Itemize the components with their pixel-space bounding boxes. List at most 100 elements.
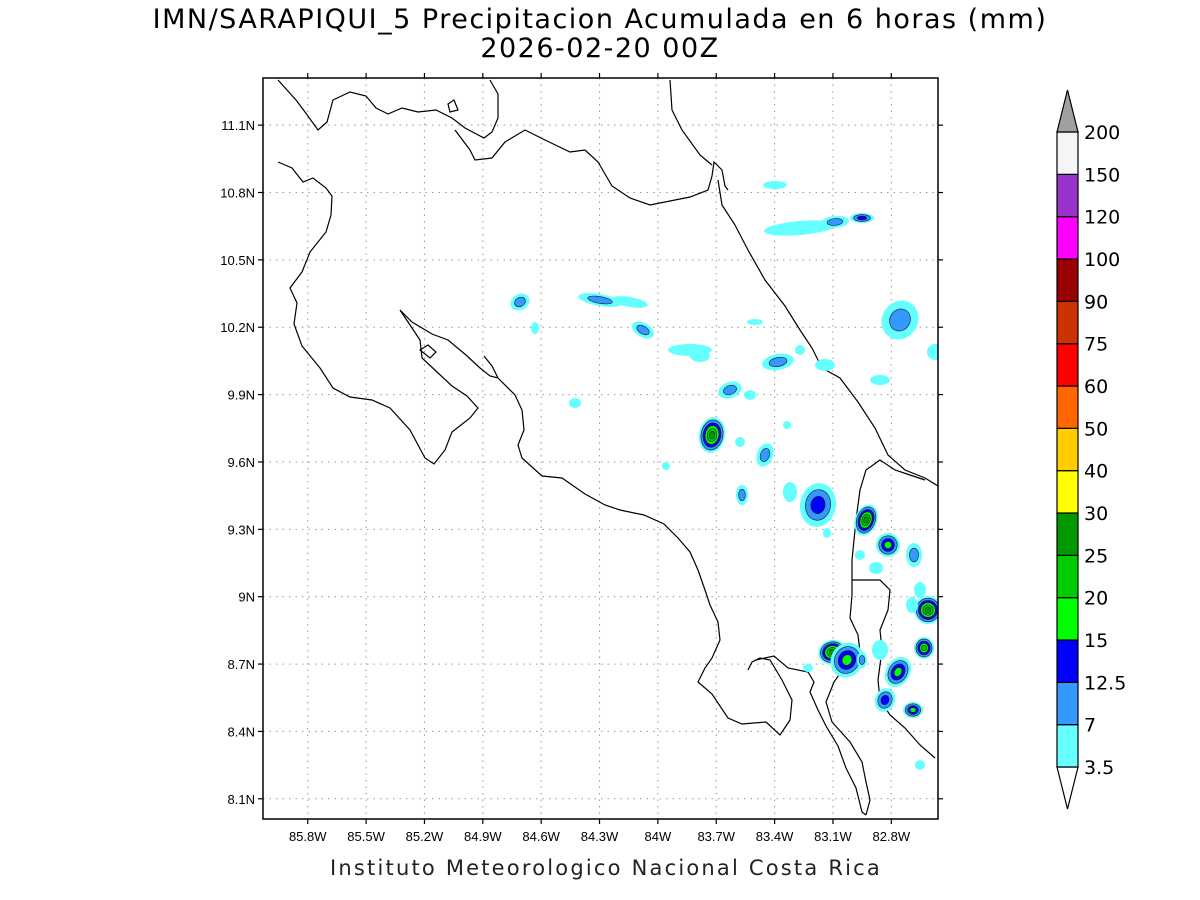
lon-tick-label: 85.5W	[347, 829, 385, 844]
lon-tick-label: 84.6W	[522, 829, 560, 844]
precip-contour	[869, 562, 883, 574]
precip-contour	[764, 220, 836, 236]
precip-contour	[662, 462, 670, 470]
precip-contour	[889, 308, 911, 332]
lat-tick-label: 9.6N	[228, 455, 255, 470]
precip-contour	[747, 319, 763, 325]
colorbar-label: 20	[1084, 588, 1108, 610]
colorbar-box	[1056, 131, 1079, 175]
colorbar-label: 50	[1084, 418, 1108, 440]
precip-contour	[884, 541, 892, 549]
nicoya-gulf	[497, 377, 867, 816]
map-axes: 85.8W 85.5W 85.2W 84.9W 84.6W 84.3W 84W 83.7W 83…	[220, 73, 943, 844]
colorbar-box	[1056, 681, 1079, 726]
colorbar-box	[1056, 554, 1079, 599]
colorbar-label: 200	[1084, 122, 1120, 144]
precip-contour	[863, 516, 869, 524]
nicaragua-border	[277, 79, 499, 139]
precip-contour	[909, 547, 919, 563]
lon-tick-label: 83.7W	[697, 829, 735, 844]
lon-tick-label: 84.9W	[464, 829, 502, 844]
precip-contour	[914, 582, 926, 598]
colorbar-box	[1056, 427, 1079, 472]
precip-contour	[514, 296, 526, 308]
lat-tick-label: 10.2N	[220, 320, 255, 335]
map-title: IMN/SARAPIQUI_5 Precipitacion Acumulada …	[152, 4, 1048, 35]
panama-coast	[852, 579, 936, 759]
colorbar-label: 12.5	[1084, 672, 1126, 694]
lat-tick-label: 8.4N	[228, 724, 255, 739]
precip-contour	[723, 384, 737, 396]
precip-contour	[880, 695, 890, 705]
panama-border	[825, 459, 926, 816]
lon-tick-label: 84.3W	[581, 829, 619, 844]
lat-tick-label: 8.1N	[228, 792, 255, 807]
precip-contour	[783, 421, 791, 429]
colorbar-label: 75	[1084, 334, 1108, 356]
precip-contour	[708, 431, 716, 439]
colorbar-min-arrow	[1056, 766, 1079, 810]
lon-tick-label: 82.8W	[873, 829, 911, 844]
precip-contour	[872, 640, 888, 660]
colorbar-box	[1056, 724, 1079, 768]
colorbar-label: 3.5	[1084, 757, 1114, 779]
colorbar-label: 40	[1084, 461, 1108, 483]
precip-contour	[858, 655, 866, 665]
lat-tick-label: 8.7N	[228, 657, 255, 672]
map-frame	[262, 77, 939, 820]
map-grid	[263, 78, 938, 819]
colorbar-label: 120	[1084, 207, 1120, 229]
precip-contour	[841, 654, 853, 666]
precip-contour	[690, 350, 710, 362]
colorbar-box	[1056, 173, 1079, 218]
colorbar-box	[1056, 300, 1079, 345]
colorbar-label: 7	[1084, 715, 1096, 737]
lon-tick-label: 85.2W	[406, 829, 444, 844]
lat-tick-label: 10.8N	[220, 186, 255, 201]
colorbar-box	[1056, 597, 1079, 641]
colorbar-box	[1056, 216, 1079, 260]
colorbar-box	[1056, 639, 1079, 683]
precipitation-field	[510, 181, 938, 770]
precip-contour	[783, 482, 797, 502]
precip-contour	[921, 645, 927, 651]
colorbar-label: 25	[1084, 545, 1108, 567]
precip-contour	[815, 359, 835, 371]
map-date: 2026-02-20 00Z	[480, 33, 720, 64]
colorbar-box	[1056, 470, 1079, 514]
precip-contour	[759, 448, 771, 462]
colorbar-label: 150	[1084, 164, 1120, 186]
lat-tick-label: 10.5N	[220, 253, 255, 268]
lake-nicaragua-island	[447, 99, 459, 113]
precip-contour	[531, 322, 539, 334]
precip-contour	[636, 324, 650, 336]
colorbar-label: 15	[1084, 630, 1108, 652]
precip-contour	[612, 296, 648, 308]
colorbar-label: 90	[1084, 291, 1108, 313]
lon-tick-label: 83.4W	[756, 829, 794, 844]
coastline-layer	[277, 79, 938, 816]
precip-contour	[855, 550, 865, 560]
lat-tick-label: 11.1N	[221, 118, 255, 133]
precip-contour	[744, 390, 756, 400]
precip-contour	[823, 528, 831, 538]
nicaragua-border-2	[454, 129, 729, 206]
lat-tick-label: 9.3N	[228, 522, 255, 537]
lat-tick-label: 9N	[238, 590, 255, 605]
peninsula-lake	[418, 344, 437, 359]
colorbar-label: 30	[1084, 503, 1108, 525]
precip-contour	[795, 345, 805, 355]
caribbean-coast	[669, 79, 938, 487]
colorbar-label: 60	[1084, 376, 1108, 398]
colorbar-box	[1056, 343, 1079, 387]
colorbar-max-arrow	[1056, 89, 1079, 133]
pacific-coast-north	[277, 161, 500, 465]
lon-tick-label: 85.8W	[289, 829, 327, 844]
precip-contour	[738, 489, 746, 501]
precip-contour	[856, 215, 868, 221]
lat-tick-label: 9.9N	[228, 388, 255, 403]
precip-contour	[927, 344, 938, 360]
precip-contour	[587, 295, 613, 305]
precip-contour	[924, 606, 932, 614]
